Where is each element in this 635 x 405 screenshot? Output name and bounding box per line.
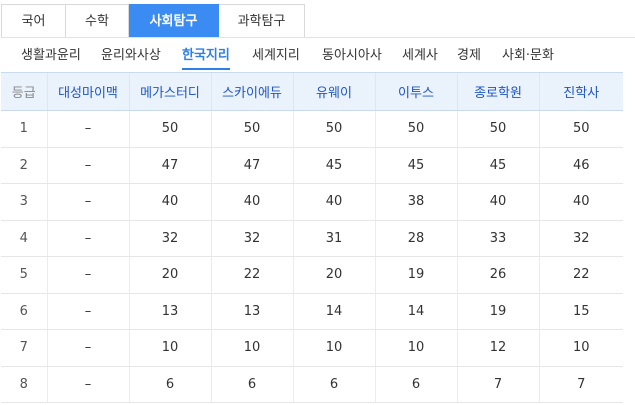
header-jinhak: 진학사 (538, 72, 623, 111)
daesung-cell: – (46, 366, 129, 403)
megastudy-cell: 50 (128, 110, 211, 148)
subject-subtab-bar: 생활과윤리 윤리와사상 한국지리 세계지리 동아시아사 세계사 경제 사회·문화 (0, 44, 623, 70)
daesung-cell: – (46, 183, 129, 221)
daesung-cell: – (46, 329, 129, 367)
grade-cell: 3 (1, 183, 47, 221)
etoos-cell: 6 (374, 366, 457, 403)
subtab-economics[interactable]: 경제 (457, 48, 481, 63)
etoos-cell: 28 (374, 220, 457, 257)
jinhak-cell: 32 (538, 220, 623, 257)
uway-cell: 14 (292, 293, 375, 330)
table-row: 7–10 10 10 10 12 10 (1, 329, 623, 367)
etoos-cell: 50 (374, 110, 457, 148)
subtab-life-and-ethics[interactable]: 생활과윤리 (21, 48, 81, 63)
table-row: 8–6 6 6 6 7 7 (1, 366, 623, 403)
subtab-world-geography[interactable]: 세계지리 (252, 48, 300, 63)
skyedu-cell: 40 (210, 183, 293, 221)
tab-social-studies[interactable]: 사회탐구 (129, 4, 219, 38)
jinhak-cell: 46 (538, 147, 623, 184)
table-row: 3–40 40 40 38 40 40 (1, 183, 623, 221)
jongro-cell: 7 (456, 366, 539, 403)
uway-cell: 50 (292, 110, 375, 148)
table-body: 1–50 50 50 50 50 50 2–47 47 45 45 45 46 3–40 40 40 38 40… (1, 110, 623, 403)
skyedu-cell: 22 (210, 256, 293, 294)
skyedu-cell: 13 (210, 293, 293, 330)
jongro-cell: 12 (456, 329, 539, 367)
skyedu-cell: 6 (210, 366, 293, 403)
table-row: 4–32 32 31 28 33 32 (1, 220, 623, 257)
header-skyedu: 스카이에듀 (210, 72, 293, 111)
daesung-cell: – (46, 293, 129, 330)
tab-science[interactable]: 과학탐구 (219, 4, 305, 38)
jinhak-cell: 50 (538, 110, 623, 148)
tab-math[interactable]: 수학 (66, 4, 129, 38)
header-uway: 유웨이 (292, 72, 375, 111)
skyedu-cell: 47 (210, 147, 293, 184)
subtab-world-history[interactable]: 세계사 (402, 48, 438, 63)
megastudy-cell: 47 (128, 147, 211, 184)
header-etoos: 이투스 (374, 72, 457, 111)
megastudy-cell: 6 (128, 366, 211, 403)
grade-cell: 1 (1, 110, 47, 148)
jinhak-cell: 15 (538, 293, 623, 330)
grade-cell: 5 (1, 256, 47, 294)
table-row: 5–20 22 20 19 26 22 (1, 256, 623, 294)
uway-cell: 45 (292, 147, 375, 184)
etoos-cell: 38 (374, 183, 457, 221)
grade-cell: 7 (1, 329, 47, 367)
daesung-cell: – (46, 256, 129, 294)
jongro-cell: 19 (456, 293, 539, 330)
megastudy-cell: 20 (128, 256, 211, 294)
jinhak-cell: 10 (538, 329, 623, 367)
jinhak-cell: 40 (538, 183, 623, 221)
daesung-cell: – (46, 220, 129, 257)
grade-cell: 2 (1, 147, 47, 184)
jongro-cell: 33 (456, 220, 539, 257)
grade-cutoff-table: 등급 대성마이맥 메가스터디 스카이에듀 유웨이 이투스 종로학원 진학사 1–… (1, 72, 623, 403)
header-daesung-mimac: 대성마이맥 (46, 72, 129, 111)
etoos-cell: 14 (374, 293, 457, 330)
header-grade: 등급 (1, 72, 47, 111)
jinhak-cell: 7 (538, 366, 623, 403)
subtab-korean-geography[interactable]: 한국지리 (182, 44, 230, 70)
jongro-cell: 50 (456, 110, 539, 148)
table-row: 2–47 47 45 45 45 46 (1, 147, 623, 184)
header-jongro: 종로학원 (456, 72, 539, 111)
grade-cell: 6 (1, 293, 47, 330)
tab-bar-divider (1, 37, 635, 38)
table-row: 6–13 13 14 14 19 15 (1, 293, 623, 330)
subject-tab-bar: 국어 수학 사회탐구 과학탐구 (1, 4, 305, 38)
uway-cell: 20 (292, 256, 375, 294)
etoos-cell: 19 (374, 256, 457, 294)
megastudy-cell: 10 (128, 329, 211, 367)
grade-cell: 8 (1, 366, 47, 403)
subtab-east-asian-history[interactable]: 동아시아사 (322, 48, 382, 63)
subtab-ethics-and-thought[interactable]: 윤리와사상 (101, 48, 161, 63)
table-header-row: 등급 대성마이맥 메가스터디 스카이에듀 유웨이 이투스 종로학원 진학사 (1, 72, 623, 111)
etoos-cell: 45 (374, 147, 457, 184)
subtab-society-and-culture[interactable]: 사회·문화 (502, 48, 554, 63)
skyedu-cell: 32 (210, 220, 293, 257)
tab-korean[interactable]: 국어 (1, 4, 66, 38)
uway-cell: 10 (292, 329, 375, 367)
megastudy-cell: 32 (128, 220, 211, 257)
daesung-cell: – (46, 110, 129, 148)
header-megastudy: 메가스터디 (128, 72, 211, 111)
grade-cell: 4 (1, 220, 47, 257)
jongro-cell: 45 (456, 147, 539, 184)
jongro-cell: 26 (456, 256, 539, 294)
etoos-cell: 10 (374, 329, 457, 367)
table-row: 1–50 50 50 50 50 50 (1, 110, 623, 148)
skyedu-cell: 50 (210, 110, 293, 148)
skyedu-cell: 10 (210, 329, 293, 367)
jongro-cell: 40 (456, 183, 539, 221)
uway-cell: 31 (292, 220, 375, 257)
megastudy-cell: 40 (128, 183, 211, 221)
jinhak-cell: 22 (538, 256, 623, 294)
uway-cell: 40 (292, 183, 375, 221)
uway-cell: 6 (292, 366, 375, 403)
daesung-cell: – (46, 147, 129, 184)
megastudy-cell: 13 (128, 293, 211, 330)
